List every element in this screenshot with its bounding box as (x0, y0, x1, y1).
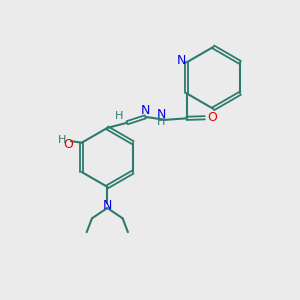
Text: N: N (157, 108, 166, 121)
Text: H: H (115, 111, 123, 121)
Text: H: H (157, 117, 166, 127)
Text: H: H (58, 135, 66, 145)
Text: N: N (176, 53, 186, 67)
Text: N: N (141, 104, 151, 117)
Text: O: O (207, 111, 217, 124)
Text: N: N (103, 200, 112, 212)
Text: O: O (63, 138, 73, 151)
